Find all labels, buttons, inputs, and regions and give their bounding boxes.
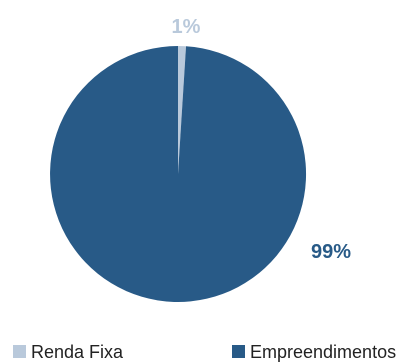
legend: Renda Fixa Empreendimentos bbox=[13, 342, 396, 362]
legend-swatch-renda-fixa bbox=[13, 345, 26, 358]
legend-label-renda-fixa: Renda Fixa bbox=[31, 342, 124, 362]
legend-swatch-empreendimentos bbox=[232, 345, 245, 358]
pie-slices bbox=[50, 45, 307, 302]
pie-slice-empreendimentos bbox=[50, 46, 307, 302]
legend-item-renda-fixa: Renda Fixa bbox=[13, 342, 124, 362]
legend-item-empreendimentos: Empreendimentos bbox=[232, 342, 396, 362]
slice-label-renda-fixa: 1% bbox=[172, 16, 201, 38]
legend-label-empreendimentos: Empreendimentos bbox=[250, 342, 396, 362]
slice-label-empreendimentos: 99% bbox=[311, 241, 351, 263]
pie-slice-renda-fixa bbox=[178, 45, 187, 174]
